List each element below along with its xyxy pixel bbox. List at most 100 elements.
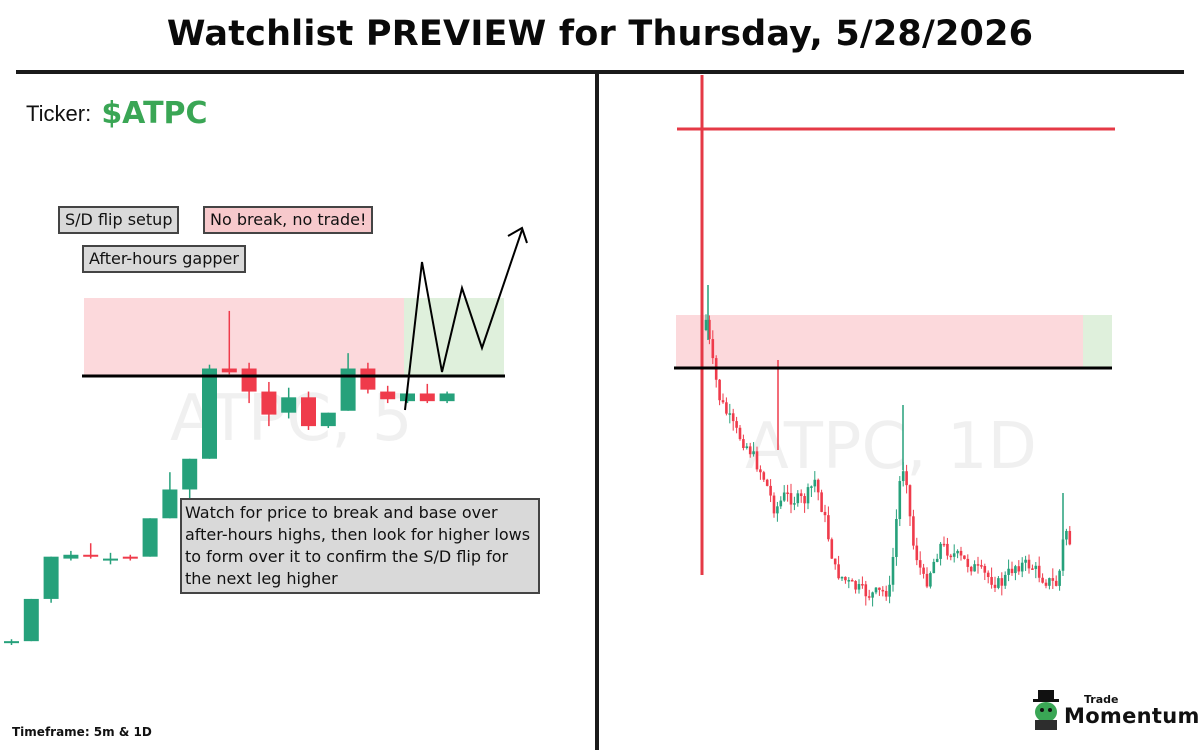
candle-body xyxy=(881,589,885,592)
brand-line2: Momentum xyxy=(1064,704,1200,728)
candle-body xyxy=(1068,530,1072,545)
candle-body xyxy=(983,566,987,573)
candle-body xyxy=(986,572,990,578)
candle-body xyxy=(1054,580,1058,586)
candle-body xyxy=(1014,566,1017,574)
candle-body xyxy=(1041,577,1044,583)
page-title: Watchlist PREVIEW for Thursday, 5/28/202… xyxy=(166,14,1034,54)
candle-body xyxy=(718,379,721,401)
candle-body xyxy=(142,518,158,557)
candle-body xyxy=(864,584,868,597)
candle-body xyxy=(847,580,851,582)
candle-body xyxy=(932,561,936,574)
candle-body xyxy=(966,558,970,567)
candle-body xyxy=(765,479,769,486)
mascot-icon xyxy=(1033,690,1059,730)
candle-body xyxy=(857,584,861,590)
candle-body xyxy=(1044,582,1048,586)
candle-body xyxy=(946,543,949,556)
candle-body xyxy=(861,584,864,586)
candle-body xyxy=(799,493,803,497)
candle-body xyxy=(261,391,277,415)
candle-body xyxy=(380,391,396,400)
brand-logo: Trade Momentum xyxy=(1030,690,1199,730)
candle-body xyxy=(939,543,942,559)
candle-body xyxy=(735,421,738,428)
candle-body xyxy=(796,493,800,504)
candle-body xyxy=(786,492,789,495)
candle-body xyxy=(830,539,834,559)
candle-body xyxy=(871,592,874,598)
candle-body xyxy=(956,550,959,554)
candle-body xyxy=(1065,530,1068,540)
chart-watermark-1d: ATPC, 1D xyxy=(745,410,1037,484)
candle-body xyxy=(772,495,776,514)
candle-body xyxy=(803,496,806,504)
tag-setup: S/D flip setup xyxy=(58,206,180,234)
candle-body xyxy=(711,339,715,359)
candle-body xyxy=(969,566,973,572)
chart-5m xyxy=(4,226,528,645)
candle-body xyxy=(23,598,39,642)
candle-body xyxy=(912,516,915,546)
projection-arrowhead xyxy=(507,226,528,244)
candle-body xyxy=(1027,559,1031,569)
candle-body xyxy=(935,558,939,562)
candle-body xyxy=(823,511,827,516)
candle-body xyxy=(1051,578,1055,581)
candle-body xyxy=(221,368,237,373)
candle-body xyxy=(704,319,708,330)
timeframe-label: Timeframe: 5m & 1D xyxy=(12,725,152,739)
candle-body xyxy=(728,413,732,415)
candle-body xyxy=(878,587,881,590)
candle-body xyxy=(837,564,840,579)
candle-body xyxy=(779,500,783,507)
candle-body xyxy=(708,319,711,340)
candle-body xyxy=(83,554,99,557)
candle-body xyxy=(43,556,59,599)
ticker-row: Ticker: $ATPC xyxy=(26,94,208,131)
candle-body xyxy=(884,590,888,597)
candle-body xyxy=(915,545,919,561)
header-divider xyxy=(16,70,1184,74)
candle-body xyxy=(976,564,980,566)
candle-body xyxy=(1048,578,1051,586)
candle-body xyxy=(810,486,813,488)
candle-body xyxy=(806,487,810,504)
candle-body xyxy=(867,596,871,598)
candle-body xyxy=(400,393,415,402)
candle-body xyxy=(4,641,19,644)
candle-body xyxy=(813,479,817,487)
candle-body xyxy=(63,554,79,559)
candle-body xyxy=(759,469,762,473)
candle-body xyxy=(162,489,178,519)
supply-zone xyxy=(84,298,404,376)
candle-body xyxy=(439,393,455,402)
trade-note: Watch for price to break and base over a… xyxy=(180,498,540,594)
target-zone xyxy=(404,298,504,376)
candle-body xyxy=(993,584,997,588)
candle-body xyxy=(888,584,891,597)
candle-body xyxy=(1058,570,1061,586)
candle-body xyxy=(103,558,118,561)
candle-body xyxy=(745,446,749,448)
candle-body xyxy=(182,458,198,490)
candle-body xyxy=(922,567,925,574)
candle-body xyxy=(789,493,793,505)
candle-body xyxy=(990,577,993,585)
candle-body xyxy=(816,479,820,493)
target-zone-1d xyxy=(1083,315,1112,368)
candle-body xyxy=(827,515,830,540)
candle-body xyxy=(1010,568,1014,574)
candle-body xyxy=(731,413,735,422)
projection-path xyxy=(404,229,523,411)
candle-body xyxy=(840,576,844,579)
candle-body xyxy=(419,393,435,402)
candle-body xyxy=(898,481,902,520)
candle-body xyxy=(1037,565,1041,578)
candle-body xyxy=(833,558,837,565)
candle-body xyxy=(742,439,745,448)
panel-divider xyxy=(595,74,599,750)
candle-body xyxy=(1007,568,1010,575)
